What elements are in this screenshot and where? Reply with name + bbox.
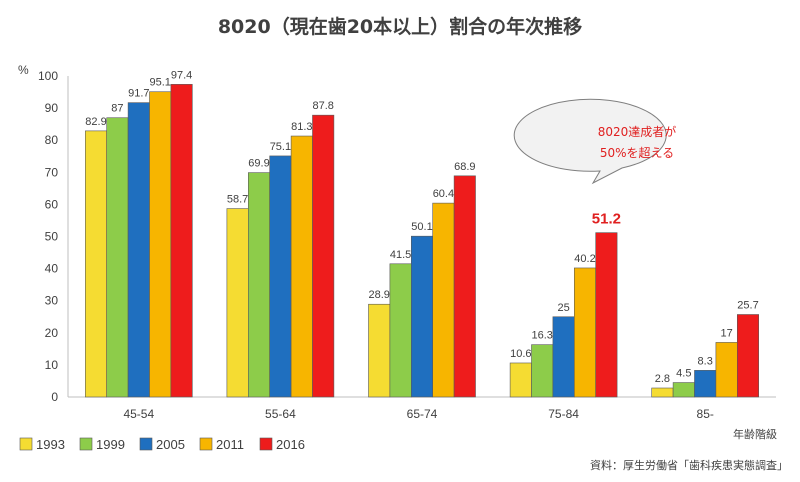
- callout-bubble: [513, 98, 667, 185]
- y-tick-label: 40: [45, 262, 59, 276]
- data-label: 87: [111, 103, 123, 115]
- data-label: 68.9: [454, 161, 475, 173]
- data-label: 25: [557, 302, 569, 314]
- y-tick-label: 70: [45, 165, 59, 179]
- x-tick-label: 75-84: [548, 407, 579, 421]
- y-axis: 0 10 20 30 40 50 60 70 80 90 100: [38, 69, 69, 404]
- x-axis-label: 年齢階級: [733, 427, 777, 441]
- chart-title: 8020（現在歯20本以上）割合の年次推移: [218, 15, 582, 38]
- bar: [170, 84, 193, 398]
- y-tick-label: 90: [45, 101, 59, 115]
- source-note: 資料：厚生労働省「歯科疾患実態調査」: [590, 458, 788, 472]
- y-tick-label: 10: [45, 358, 59, 372]
- bar: [248, 172, 271, 398]
- highlight-label: 51.2: [592, 211, 621, 228]
- data-label: 60.4: [433, 188, 454, 200]
- data-label: 17: [720, 327, 732, 339]
- data-label: 69.9: [248, 158, 269, 170]
- data-label: 50.1: [411, 221, 432, 233]
- legend-swatch: [199, 437, 213, 451]
- bar: [453, 175, 476, 398]
- data-label: 87.8: [312, 100, 333, 112]
- callout-line-1: 8020達成者が: [598, 124, 677, 139]
- legend-swatch: [79, 437, 93, 451]
- bar: [127, 102, 150, 398]
- legend-swatch: [139, 437, 153, 451]
- data-label: 16.3: [531, 330, 552, 342]
- y-tick-label: 20: [45, 326, 59, 340]
- bar: [552, 316, 575, 398]
- bar: [573, 267, 596, 398]
- legend: 1993 1999 2005 2011 2016: [19, 437, 305, 452]
- legend-label: 1993: [36, 437, 65, 452]
- y-tick-label: 80: [45, 133, 59, 147]
- x-tick-label: 55-64: [265, 407, 296, 421]
- data-label: 91.7: [128, 88, 149, 100]
- bar: [595, 232, 618, 398]
- data-label: 40.2: [574, 253, 595, 265]
- y-axis-unit: %: [18, 63, 29, 77]
- y-tick-label: 100: [38, 69, 58, 83]
- callout-line-2: 50%を超える: [600, 145, 674, 160]
- bar: [694, 370, 717, 398]
- data-label: 75.1: [270, 141, 291, 153]
- x-axis: 45-54 55-64 65-74 75-84 85-: [68, 396, 776, 421]
- x-tick-label: 65-74: [407, 407, 438, 421]
- bar: [651, 387, 674, 398]
- bar: [106, 117, 129, 398]
- bar: [389, 263, 412, 398]
- bar: [509, 362, 532, 398]
- bar: [672, 382, 695, 398]
- legend-swatch: [19, 437, 33, 451]
- y-tick-label: 50: [45, 230, 59, 244]
- data-label: 8.3: [698, 355, 713, 367]
- annotation-callout: 8020達成者が 50%を超える: [513, 98, 677, 185]
- y-tick-label: 0: [51, 390, 58, 404]
- bar: [85, 130, 108, 398]
- legend-label: 1999: [96, 437, 125, 452]
- data-label: 95.1: [149, 77, 170, 89]
- bar: [269, 155, 292, 398]
- bar: [736, 314, 759, 398]
- bar: [531, 344, 554, 398]
- bar: [432, 202, 455, 398]
- data-label: 2.8: [655, 373, 670, 385]
- data-label: 41.5: [390, 249, 411, 261]
- bars: [85, 84, 759, 398]
- data-label: 10.6: [510, 348, 531, 360]
- data-label: 28.9: [368, 289, 389, 301]
- y-tick-label: 30: [45, 294, 59, 308]
- data-label: 82.9: [85, 116, 106, 128]
- bar: [290, 135, 313, 398]
- bar: [312, 114, 335, 398]
- data-labels: 82.9 87 91.795.197.4 58.7 69.975.181.387.8 28…: [85, 69, 758, 385]
- data-label: 25.7: [737, 300, 758, 312]
- bar: [368, 303, 391, 398]
- data-label: 58.7: [227, 194, 248, 206]
- bar: [410, 235, 433, 398]
- data-label: 97.4: [171, 69, 192, 81]
- legend-label: 2011: [216, 437, 244, 452]
- x-tick-label: 45-54: [123, 407, 154, 421]
- bar: [226, 208, 249, 398]
- y-tick-label: 60: [45, 197, 59, 211]
- data-label: 4.5: [676, 368, 691, 380]
- legend-label: 2016: [276, 437, 305, 452]
- data-label: 81.3: [291, 121, 312, 133]
- legend-swatch: [259, 437, 273, 451]
- x-tick-label: 85-: [697, 407, 714, 421]
- legend-label: 2005: [156, 437, 185, 452]
- bar: [149, 91, 172, 398]
- bar: [715, 342, 738, 398]
